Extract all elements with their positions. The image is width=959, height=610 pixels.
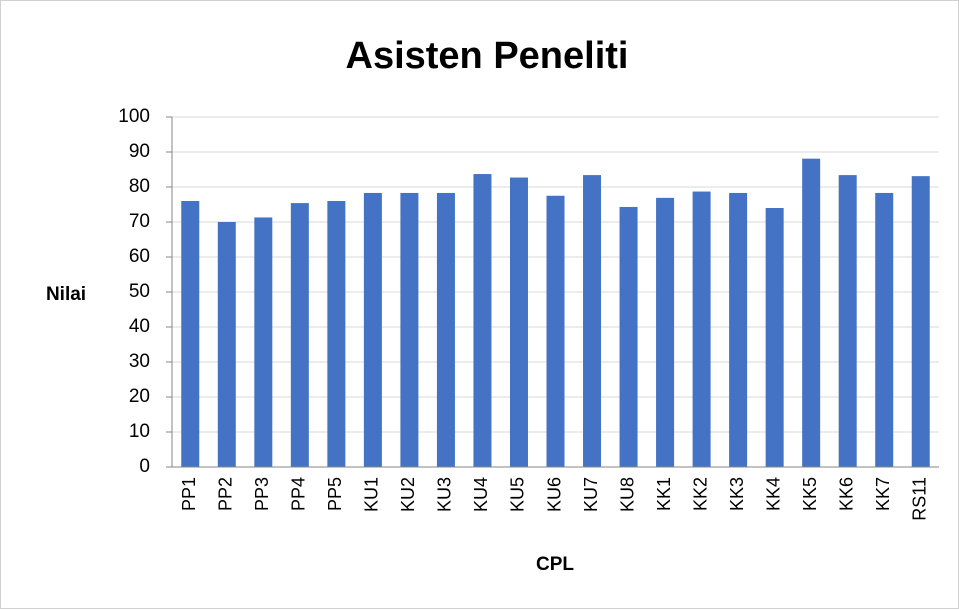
bar xyxy=(546,195,565,467)
bar xyxy=(363,192,382,467)
bar xyxy=(436,192,455,467)
y-tick-label: 50 xyxy=(129,281,150,302)
x-tick-label: PP2 xyxy=(216,477,236,511)
x-tick-label: RS11 xyxy=(909,477,929,521)
x-tick-label: KU6 xyxy=(544,477,564,512)
x-tick-label: KK6 xyxy=(836,477,856,511)
y-tick-label: 40 xyxy=(129,316,150,337)
bar xyxy=(656,197,675,467)
y-tick-label: 20 xyxy=(129,386,150,407)
x-tick-label: KU4 xyxy=(471,477,491,512)
bar xyxy=(509,177,528,468)
bar xyxy=(254,217,273,467)
x-tick-label: PP4 xyxy=(289,477,309,511)
x-tick-label: KK7 xyxy=(873,477,893,511)
bar xyxy=(290,203,309,467)
bar xyxy=(327,201,346,467)
y-tick-label: 80 xyxy=(129,176,150,197)
bar xyxy=(583,175,602,467)
y-tick-label: 0 xyxy=(139,456,150,477)
bar xyxy=(765,208,784,467)
bar xyxy=(875,192,894,467)
x-tick-label: KU7 xyxy=(581,477,601,512)
y-tick-label: 60 xyxy=(129,246,150,267)
x-tick-label: KU2 xyxy=(398,477,418,512)
x-tick-label: KU3 xyxy=(435,477,455,512)
x-tick-label: KK2 xyxy=(690,477,710,511)
x-tick-label: PP3 xyxy=(252,477,272,511)
bar xyxy=(692,191,711,468)
x-tick-label: KK5 xyxy=(800,477,820,511)
x-tick-label: KU8 xyxy=(617,477,637,512)
bar xyxy=(729,192,748,467)
bar xyxy=(802,158,821,467)
x-tick-label: KK1 xyxy=(654,477,674,511)
bar xyxy=(181,201,200,467)
x-axis-label: CPL xyxy=(536,554,574,575)
y-tick-label: 70 xyxy=(129,211,150,232)
y-tick-label: 10 xyxy=(129,421,150,442)
x-tick-label: KK4 xyxy=(763,477,783,511)
bar xyxy=(217,222,236,467)
x-tick-label: KU1 xyxy=(362,477,382,512)
chart-title: Asisten Peneliti xyxy=(346,35,629,77)
bar xyxy=(473,174,492,468)
x-tick-label: KU5 xyxy=(508,477,528,512)
x-tick-label: KK3 xyxy=(727,477,747,511)
y-tick-label: 90 xyxy=(129,141,150,162)
y-tick-label: 30 xyxy=(129,351,150,372)
x-tick-label: PP5 xyxy=(325,477,345,511)
bar xyxy=(400,192,419,467)
x-tick-label: PP1 xyxy=(179,477,199,511)
bar xyxy=(911,176,930,467)
bar xyxy=(619,206,638,467)
bar xyxy=(838,175,857,467)
y-axis-label: Nilai xyxy=(46,284,86,305)
y-tick-label: 100 xyxy=(118,106,150,127)
